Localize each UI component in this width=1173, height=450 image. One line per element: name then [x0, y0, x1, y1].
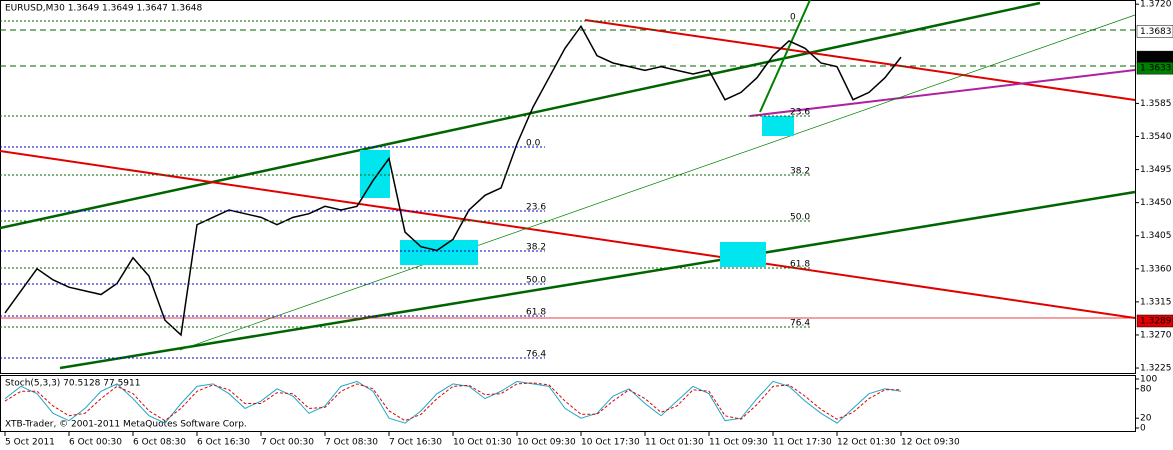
- x-tick-label: 12 Oct 01:30: [837, 438, 896, 448]
- chart-title: EURUSD,M30 1.3649 1.3649 1.3647 1.3648: [5, 4, 203, 14]
- price-tag: [1136, 25, 1173, 38]
- fib-label: 50.0: [526, 276, 546, 286]
- series-line: [4, 380, 902, 424]
- y-tick-label: 1.3450: [1140, 198, 1172, 208]
- highlight-box: [720, 242, 766, 267]
- y-tick-label: 1.3405: [1140, 231, 1172, 241]
- stoch-pane: [0, 375, 1136, 432]
- x-tick-label: 11 Oct 17:30: [773, 438, 832, 448]
- price-tag: [1136, 314, 1173, 328]
- drawings: [0, 0, 1136, 370]
- trend-line: [584, 19, 1136, 101]
- trend-line: [0, 150, 1136, 319]
- fib-label: 61.8: [790, 260, 810, 270]
- y-tick-label: 1.3495: [1140, 165, 1172, 175]
- y-tick-label: 1.3720: [1140, 0, 1172, 10]
- fib-label: 23.6: [790, 108, 810, 118]
- fib-label: 38.2: [526, 243, 546, 253]
- price-tag-label: 1.3683: [1140, 27, 1172, 37]
- y-tick-label: 20: [1140, 414, 1152, 424]
- x-tick-label: 5 Oct 2011: [5, 438, 55, 448]
- x-tick-label: 10 Oct 01:30: [453, 438, 512, 448]
- price-tag-label: 1.3648: [1140, 53, 1172, 63]
- y-tick-label: 1.3315: [1140, 297, 1172, 307]
- y-tick-label: 1.3270: [1140, 330, 1172, 340]
- highlight-box: [400, 240, 478, 265]
- fib-label: 76.4: [526, 350, 546, 360]
- trend-line: [759, 0, 811, 113]
- highlight-box: [762, 116, 794, 136]
- x-tick-label: 6 Oct 16:30: [197, 438, 250, 448]
- price-tag-label: 1.3633: [1140, 64, 1172, 74]
- y-tick-label: 0: [1140, 424, 1146, 434]
- x-tick-label: 10 Oct 17:30: [581, 438, 640, 448]
- footer: XTB-Trader, © 2001-2011 MetaQuotes Softw…: [5, 420, 247, 430]
- y-tick-label: 1.3540: [1140, 132, 1172, 142]
- fib-label: 0.0: [526, 139, 541, 149]
- y-tick-label: 1.3360: [1140, 264, 1172, 274]
- trend-line: [749, 69, 1136, 117]
- x-tick-label: 6 Oct 08:30: [133, 438, 186, 448]
- series-line: [4, 382, 901, 422]
- x-tick-label: 7 Oct 16:30: [389, 438, 442, 448]
- y-tick-label: 80: [1140, 384, 1152, 394]
- highlight-box: [360, 150, 390, 198]
- x-tick-label: 6 Oct 00:30: [69, 438, 122, 448]
- fib-label: 61.8: [526, 308, 546, 318]
- fib-label: 50.0: [790, 213, 810, 223]
- x-tick-label: 7 Oct 08:30: [325, 438, 378, 448]
- x-tick-label: 12 Oct 09:30: [901, 438, 960, 448]
- fib-label: 38.2: [790, 167, 810, 177]
- x-tick-label: 7 Oct 00:30: [261, 438, 314, 448]
- stoch-title: Stoch(5,3,3) 70.5128 77.5911: [5, 379, 140, 389]
- fib-label: 0: [790, 13, 796, 23]
- price-tag: [1136, 61, 1173, 75]
- fib-label: 76.4: [790, 319, 810, 329]
- trend-line: [59, 190, 1136, 370]
- x-tick-label: 11 Oct 01:30: [645, 438, 704, 448]
- price-pane: [0, 0, 1136, 374]
- x-tick-label: 11 Oct 09:30: [709, 438, 768, 448]
- y-tick-label: 100: [1140, 375, 1157, 385]
- fib-label: 23.6: [526, 203, 546, 213]
- y-tick-label: 1.3585: [1140, 99, 1172, 109]
- trend-line: [179, 14, 1136, 351]
- x-tick-label: 10 Oct 09:30: [517, 438, 576, 448]
- price-tag-label: 1.3289: [1140, 316, 1172, 326]
- y-tick-label: 1.3225: [1140, 364, 1172, 374]
- series-line: [4, 24, 902, 337]
